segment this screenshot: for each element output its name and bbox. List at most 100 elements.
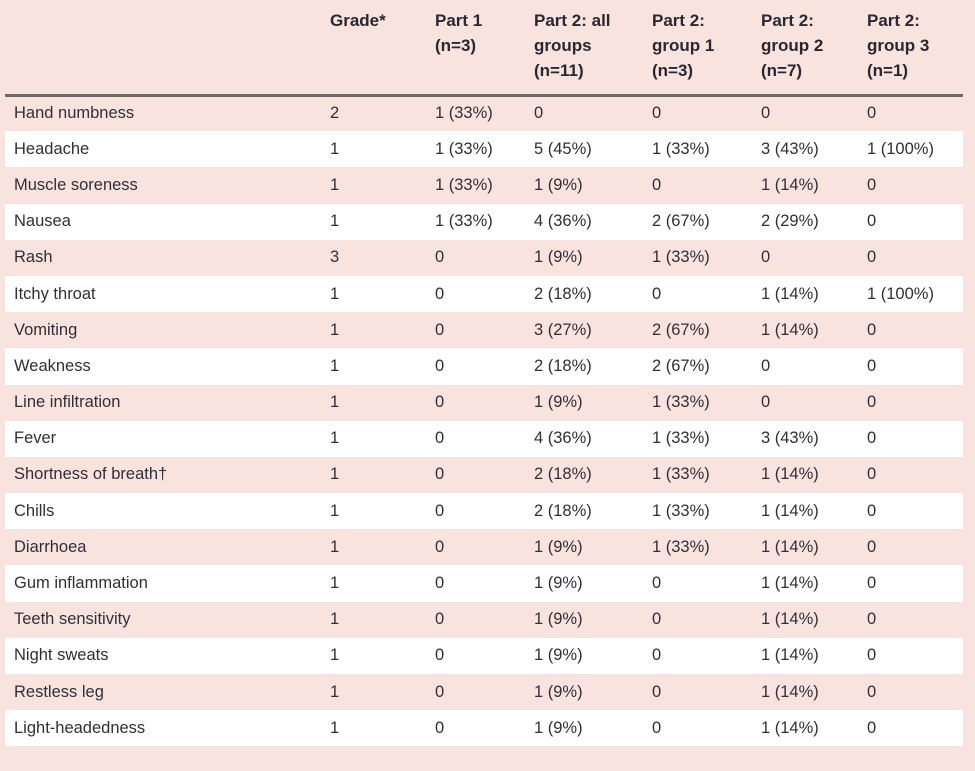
- adverse-events-table: Grade* Part 1 (n=3) Part 2: all groups (…: [5, 0, 963, 747]
- table-row: Rash 3 0 1 (9%) 1 (33%) 0 0: [5, 240, 963, 276]
- value-cell: 1 (33%): [435, 175, 493, 194]
- value-cell: 0: [435, 537, 445, 556]
- value-cell: 0: [433, 420, 532, 457]
- value-cell: 1: [330, 393, 340, 412]
- row-label: Itchy throat: [5, 275, 328, 313]
- value-cell: 1 (100%): [865, 131, 963, 168]
- row-label: Nausea: [5, 203, 328, 240]
- value-cell: 2 (18%): [532, 493, 650, 530]
- column-header-grade: Grade*: [328, 0, 433, 97]
- value-cell: 1 (9%): [534, 682, 583, 701]
- value-cell: 2 (67%): [650, 348, 759, 385]
- value-cell: 4 (36%): [532, 420, 650, 457]
- value-cell: 1: [328, 420, 433, 457]
- value-cell: 0: [759, 348, 865, 385]
- value-cell: 1: [330, 175, 340, 194]
- value-cell: 1 (9%): [532, 565, 650, 602]
- value-cell: 3 (43%): [759, 131, 865, 168]
- value-cell: 0: [867, 320, 877, 339]
- table-row: Shortness of breath† 1 0 2 (18%) 1 (33%) 1 (1…: [5, 457, 963, 493]
- value-cell: 0: [652, 682, 662, 701]
- value-cell: 1 (14%): [761, 610, 819, 629]
- value-cell: 0: [650, 275, 759, 313]
- value-cell: 0: [867, 682, 877, 701]
- value-cell: 2 (18%): [534, 465, 592, 484]
- row-label: Fever: [5, 420, 328, 457]
- column-header-event: [5, 0, 328, 97]
- value-cell: 1 (9%): [532, 710, 650, 747]
- column-header-part2-group1: Part 2: group 1 (n=3): [650, 0, 759, 97]
- value-cell: 0: [865, 420, 963, 457]
- value-cell: 0: [865, 565, 963, 602]
- value-cell: 0: [433, 637, 532, 674]
- row-label: Light-headedness: [5, 710, 328, 747]
- value-cell: 0: [435, 248, 445, 267]
- value-cell: 1: [328, 348, 433, 385]
- value-cell: 1: [328, 637, 433, 674]
- table-row: Chills 1 0 2 (18%) 1 (33%) 1 (14%) 0: [5, 493, 963, 530]
- row-label: Teeth sensitivity: [14, 610, 131, 629]
- value-cell: 0: [652, 610, 662, 629]
- value-cell: 1 (33%): [435, 104, 493, 123]
- table-row: Weakness 1 0 2 (18%) 2 (67%) 0 0: [5, 348, 963, 385]
- row-label: Night sweats: [5, 637, 328, 674]
- value-cell: 0: [435, 465, 445, 484]
- value-cell: 2: [330, 104, 340, 123]
- row-label: Chills: [5, 493, 328, 530]
- value-cell: 0: [865, 348, 963, 385]
- value-cell: 0: [650, 637, 759, 674]
- value-cell: 1 (9%): [534, 175, 583, 194]
- value-cell: 0: [761, 248, 771, 267]
- value-cell: 1 (14%): [761, 682, 819, 701]
- row-label: Restless leg: [14, 682, 104, 701]
- header-row: Grade* Part 1 (n=3) Part 2: all groups (…: [5, 0, 963, 97]
- value-cell: 1 (9%): [534, 393, 583, 412]
- table-row: Muscle soreness 1 1 (33%) 1 (9%) 0 1 (14%) 0: [5, 167, 963, 203]
- value-cell: 1 (14%): [759, 637, 865, 674]
- value-cell: 0: [865, 710, 963, 747]
- column-header-part1: Part 1 (n=3): [433, 0, 532, 97]
- table-row: Gum inflammation 1 0 1 (9%) 0 1 (14%) 0: [5, 565, 963, 602]
- table-row: Diarrhoea 1 0 1 (9%) 1 (33%) 1 (14%) 0: [5, 529, 963, 565]
- value-cell: 0: [652, 104, 662, 123]
- value-cell: 5 (45%): [532, 131, 650, 168]
- value-cell: 0: [867, 537, 877, 556]
- row-label: Gum inflammation: [5, 565, 328, 602]
- table-row: Restless leg 1 0 1 (9%) 0 1 (14%) 0: [5, 674, 963, 710]
- value-cell: 2 (29%): [759, 203, 865, 240]
- value-cell: 1 (14%): [761, 465, 819, 484]
- value-cell: 1 (33%): [650, 131, 759, 168]
- table-row: Teeth sensitivity 1 0 1 (9%) 0 1 (14%) 0: [5, 602, 963, 638]
- value-cell: 0: [867, 465, 877, 484]
- value-cell: 2 (18%): [532, 275, 650, 313]
- value-cell: 0: [433, 710, 532, 747]
- value-cell: 1 (9%): [534, 248, 583, 267]
- row-label: Diarrhoea: [14, 537, 87, 556]
- value-cell: 1 (14%): [759, 565, 865, 602]
- value-cell: 1: [328, 493, 433, 530]
- row-label: Muscle soreness: [14, 175, 138, 194]
- column-header-part2-group3: Part 2: group 3 (n=1): [865, 0, 963, 97]
- value-cell: 1 (33%): [652, 248, 710, 267]
- value-cell: 0: [761, 104, 771, 123]
- value-cell: 1: [330, 537, 340, 556]
- value-cell: 1: [330, 682, 340, 701]
- row-label: Hand numbness: [14, 104, 135, 123]
- value-cell: 0: [650, 565, 759, 602]
- value-cell: 0: [867, 610, 877, 629]
- value-cell: 1: [328, 131, 433, 168]
- table-body: Hand numbness 2 1 (33%) 0 0 0 0 Headache 1 1 (33%…: [5, 95, 963, 747]
- value-cell: 1 (33%): [433, 131, 532, 168]
- table-row: Vomiting 1 0 3 (27%) 2 (67%) 1 (14%) 0: [5, 312, 963, 348]
- value-cell: 1 (33%): [652, 393, 710, 412]
- column-header-part2-all: Part 2: all groups (n=11): [532, 0, 650, 97]
- value-cell: 0: [435, 610, 445, 629]
- value-cell: 0: [433, 493, 532, 530]
- value-cell: 1 (9%): [534, 537, 583, 556]
- row-label: Weakness: [5, 348, 328, 385]
- row-label: Shortness of breath†: [14, 465, 168, 484]
- value-cell: 2 (18%): [532, 348, 650, 385]
- value-cell: 2 (67%): [650, 203, 759, 240]
- value-cell: 0: [433, 565, 532, 602]
- value-cell: 1 (33%): [652, 465, 710, 484]
